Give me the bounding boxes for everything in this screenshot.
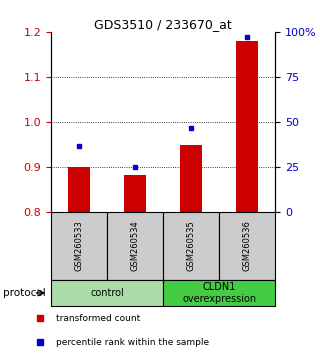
Bar <box>180 145 203 212</box>
Text: GSM260535: GSM260535 <box>187 221 196 272</box>
Bar <box>107 212 163 280</box>
Text: transformed count: transformed count <box>56 314 140 322</box>
Text: protocol: protocol <box>3 288 46 298</box>
Bar <box>163 280 275 306</box>
Bar <box>124 175 147 212</box>
Title: GDS3510 / 233670_at: GDS3510 / 233670_at <box>94 18 232 31</box>
Bar <box>68 167 91 212</box>
Text: GSM260534: GSM260534 <box>131 221 140 272</box>
Bar <box>236 41 259 212</box>
Text: CLDN1
overexpression: CLDN1 overexpression <box>182 282 256 304</box>
Bar <box>51 212 107 280</box>
Text: percentile rank within the sample: percentile rank within the sample <box>56 338 209 347</box>
Bar <box>51 280 163 306</box>
Text: control: control <box>90 288 124 298</box>
Bar <box>219 212 275 280</box>
Text: GSM260533: GSM260533 <box>75 221 84 272</box>
Bar <box>163 212 219 280</box>
Text: GSM260536: GSM260536 <box>243 221 252 272</box>
